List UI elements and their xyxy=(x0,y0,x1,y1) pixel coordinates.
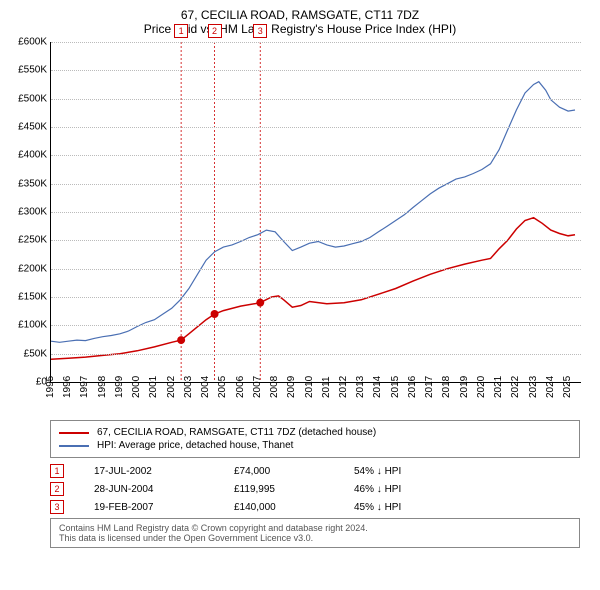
x-tick-label: 1998 xyxy=(97,376,108,398)
sales-table: 1 17-JUL-2002£74,00054% ↓ HPI 2 28-JUN-2004… xyxy=(50,464,580,514)
gridline xyxy=(51,325,581,326)
gridline xyxy=(51,184,581,185)
x-tick-label: 2006 xyxy=(235,376,246,398)
sale-price: £140,000 xyxy=(234,502,354,513)
footer-line1: Contains HM Land Registry data © Crown c… xyxy=(59,523,571,533)
x-tick-label: 1997 xyxy=(79,376,90,398)
y-tick-label: £100K xyxy=(11,320,47,331)
y-tick-label: £250K xyxy=(11,235,47,246)
x-tick-label: 2024 xyxy=(545,376,556,398)
x-tick-label: 2025 xyxy=(562,376,573,398)
y-tick-label: £350K xyxy=(11,178,47,189)
plot-area: £0£50K£100K£150K£200K£250K£300K£350K£400… xyxy=(50,42,581,383)
chart-area: £0£50K£100K£150K£200K£250K£300K£350K£400… xyxy=(50,42,580,412)
x-tick-label: 1999 xyxy=(114,376,125,398)
sale-row: 2 28-JUN-2004£119,99546% ↓ HPI xyxy=(50,482,580,496)
x-tick-label: 2019 xyxy=(459,376,470,398)
sale-delta: 46% ↓ HPI xyxy=(354,484,401,495)
y-tick-label: £550K xyxy=(11,65,47,76)
gridline xyxy=(51,212,581,213)
x-tick-label: 1995 xyxy=(45,376,56,398)
legend-label: 67, CECILIA ROAD, RAMSGATE, CT11 7DZ (de… xyxy=(97,427,376,438)
y-tick-label: £200K xyxy=(11,263,47,274)
sale-row: 3 19-FEB-2007£140,00045% ↓ HPI xyxy=(50,500,580,514)
x-tick-label: 2020 xyxy=(476,376,487,398)
x-tick-label: 2005 xyxy=(217,376,228,398)
x-axis-labels: 1995199619971998199920002001200220032004… xyxy=(50,382,580,412)
sale-marker-flag: 2 xyxy=(208,24,222,38)
legend-item: HPI: Average price, detached house, Than… xyxy=(59,440,571,451)
legend-label: HPI: Average price, detached house, Than… xyxy=(97,440,293,451)
sale-price: £119,995 xyxy=(234,484,354,495)
x-tick-label: 2018 xyxy=(441,376,452,398)
sale-date: 28-JUN-2004 xyxy=(94,484,234,495)
x-tick-label: 2007 xyxy=(252,376,263,398)
chart-container: 67, CECILIA ROAD, RAMSGATE, CT11 7DZ Pri… xyxy=(0,0,600,590)
gridline xyxy=(51,297,581,298)
gridline xyxy=(51,70,581,71)
y-tick-label: £50K xyxy=(11,348,47,359)
x-tick-label: 2004 xyxy=(200,376,211,398)
x-tick-label: 1996 xyxy=(62,376,73,398)
legend-item: 67, CECILIA ROAD, RAMSGATE, CT11 7DZ (de… xyxy=(59,427,571,438)
legend: 67, CECILIA ROAD, RAMSGATE, CT11 7DZ (de… xyxy=(50,420,580,458)
y-tick-label: £400K xyxy=(11,150,47,161)
x-tick-label: 2011 xyxy=(321,376,332,398)
x-tick-label: 2013 xyxy=(355,376,366,398)
x-tick-label: 2001 xyxy=(148,376,159,398)
x-tick-label: 2017 xyxy=(424,376,435,398)
gridline xyxy=(51,99,581,100)
gridline xyxy=(51,42,581,43)
y-tick-label: £450K xyxy=(11,122,47,133)
chart-subtitle: Price paid vs. HM Land Registry's House … xyxy=(10,22,590,36)
sale-marker-flag: 3 xyxy=(253,24,267,38)
legend-swatch xyxy=(59,445,89,447)
x-tick-label: 2002 xyxy=(166,376,177,398)
x-tick-label: 2021 xyxy=(493,376,504,398)
x-tick-label: 2008 xyxy=(269,376,280,398)
y-tick-label: £300K xyxy=(11,207,47,218)
sale-marker-icon: 1 xyxy=(50,464,64,478)
sale-marker-flag: 1 xyxy=(174,24,188,38)
sale-delta: 45% ↓ HPI xyxy=(354,502,401,513)
y-tick-label: £600K xyxy=(11,37,47,48)
x-tick-label: 2003 xyxy=(183,376,194,398)
footer-attribution: Contains HM Land Registry data © Crown c… xyxy=(50,518,580,548)
gridline xyxy=(51,269,581,270)
x-tick-label: 2009 xyxy=(286,376,297,398)
y-tick-label: £150K xyxy=(11,292,47,303)
sale-row: 1 17-JUL-2002£74,00054% ↓ HPI xyxy=(50,464,580,478)
chart-title: 67, CECILIA ROAD, RAMSGATE, CT11 7DZ xyxy=(10,8,590,22)
gridline xyxy=(51,240,581,241)
x-tick-label: 2010 xyxy=(304,376,315,398)
sale-marker-icon: 3 xyxy=(50,500,64,514)
sale-marker-icon: 2 xyxy=(50,482,64,496)
footer-line2: This data is licensed under the Open Gov… xyxy=(59,533,571,543)
gridline xyxy=(51,354,581,355)
x-tick-label: 2023 xyxy=(528,376,539,398)
legend-swatch xyxy=(59,432,89,434)
y-tick-label: £0 xyxy=(11,377,47,388)
series-property xyxy=(51,218,575,360)
gridline xyxy=(51,155,581,156)
x-tick-label: 2016 xyxy=(407,376,418,398)
x-tick-label: 2022 xyxy=(510,376,521,398)
sale-date: 17-JUL-2002 xyxy=(94,466,234,477)
x-tick-label: 2000 xyxy=(131,376,142,398)
x-tick-label: 2014 xyxy=(372,376,383,398)
sale-delta: 54% ↓ HPI xyxy=(354,466,401,477)
sale-date: 19-FEB-2007 xyxy=(94,502,234,513)
x-tick-label: 2015 xyxy=(390,376,401,398)
x-tick-label: 2012 xyxy=(338,376,349,398)
gridline xyxy=(51,127,581,128)
sale-price: £74,000 xyxy=(234,466,354,477)
y-tick-label: £500K xyxy=(11,93,47,104)
